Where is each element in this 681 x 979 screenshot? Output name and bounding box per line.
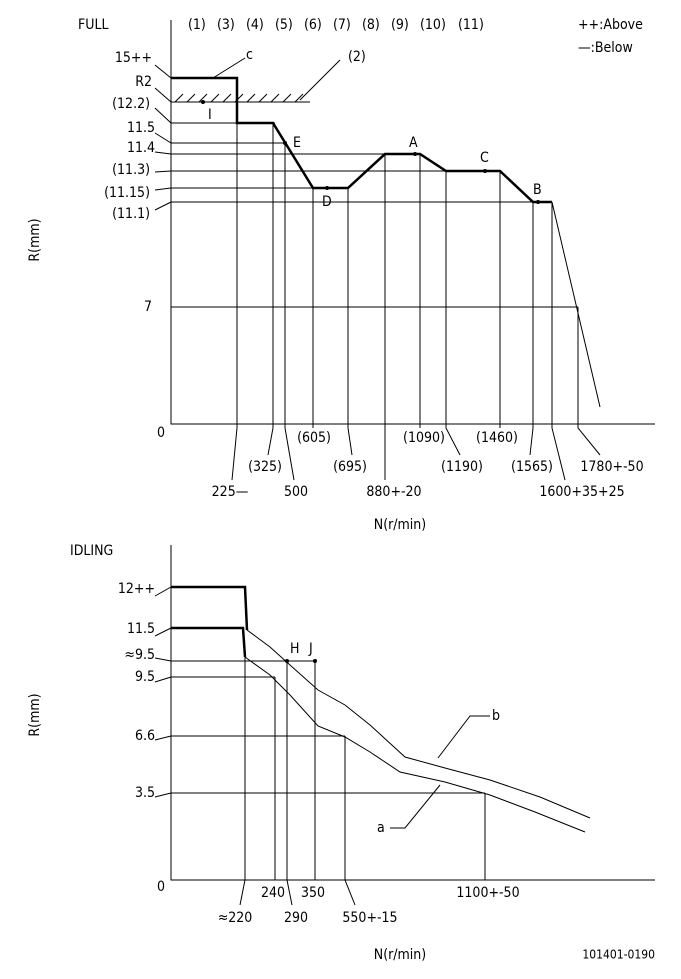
y-label: 11.4 [127,140,155,156]
y-label: 6.6 [135,728,155,744]
x-label: 1600+35+25 [539,484,624,500]
x-label: 1780+-50 [580,459,643,475]
x-label: (605) [297,430,331,446]
y-label: (11.1) [112,206,150,222]
lines [154,545,655,906]
y-label: 9.5 [135,669,155,685]
header: (11) [458,17,484,33]
y-label: 11.5 [127,621,155,637]
y-label: 0 [157,879,165,895]
x-axis-label: N(r/min) [374,947,426,963]
x-axis-label: N(r/min) [374,517,426,533]
point-label: I [208,107,212,123]
x-label: (695) [333,459,367,475]
y-label: R2 [135,74,152,90]
header: (10) [420,17,446,33]
y-label: (12.2) [112,96,150,112]
point-label: J [308,641,313,657]
y-axis-label: R(mm) [27,218,43,261]
y-label: (11.3) [112,162,150,178]
y-label: 7 [144,299,152,315]
title: FULL [78,17,109,33]
x-label: 550+-15 [342,910,397,926]
x-label: (1090) [403,430,445,446]
y-label: (11.15) [104,185,150,201]
legend: ++:Above [578,17,643,33]
header: (6) [304,17,322,33]
point-label: C [480,150,489,166]
y-label: 12++ [118,581,155,597]
point [536,200,540,204]
point [285,659,289,663]
header: (5) [275,17,293,33]
legend: —:Below [578,40,633,56]
point [483,169,487,173]
lines [154,20,655,481]
header: (8) [362,17,380,33]
full-chart: FULL (1) (3) (4) (5) (6) (7) (8) (9) (10… [27,17,655,533]
point-label: b [492,708,500,724]
title: IDLING [70,543,113,559]
point-label: c [246,47,253,63]
point [201,100,205,104]
point-label: H [290,641,299,657]
x-label: 1100+-50 [456,885,519,901]
y-label: 3.5 [135,785,155,801]
point [413,152,417,156]
x-label: ≈220 [218,910,253,926]
x-label: (325) [248,459,282,475]
y-axis-label: R(mm) [27,693,43,736]
x-label: 240 [261,885,285,901]
x-label: 500 [284,484,308,500]
y-label: 15++ [115,50,152,66]
point-label: A [409,135,418,151]
x-label: (1460) [476,430,518,446]
x-label: (1190) [441,459,483,475]
point [283,141,287,145]
x-label: 225— [212,484,249,500]
point-label: E [293,135,301,151]
point [313,659,317,663]
point [325,186,329,190]
y-label: 11.5 [127,120,155,136]
header: (1) [188,17,206,33]
x-label: (1565) [511,459,553,475]
header: (3) [217,17,235,33]
header: (9) [391,17,409,33]
x-label: 880+-20 [366,484,421,500]
y-label: ≈9.5 [124,647,155,663]
point-label: B [533,182,542,198]
x-label: 290 [284,910,308,926]
y-label: 0 [157,425,165,441]
code: 101401-0190 [582,948,655,962]
point-label: (2) [348,49,366,65]
header: (4) [246,17,264,33]
idling-chart: IDLING 12++ 11.5 ≈9.5 9.5 6.6 3.5 0 R(mm… [27,543,655,963]
point-label: a [377,820,385,836]
x-label: 350 [301,885,325,901]
header: (7) [333,17,351,33]
